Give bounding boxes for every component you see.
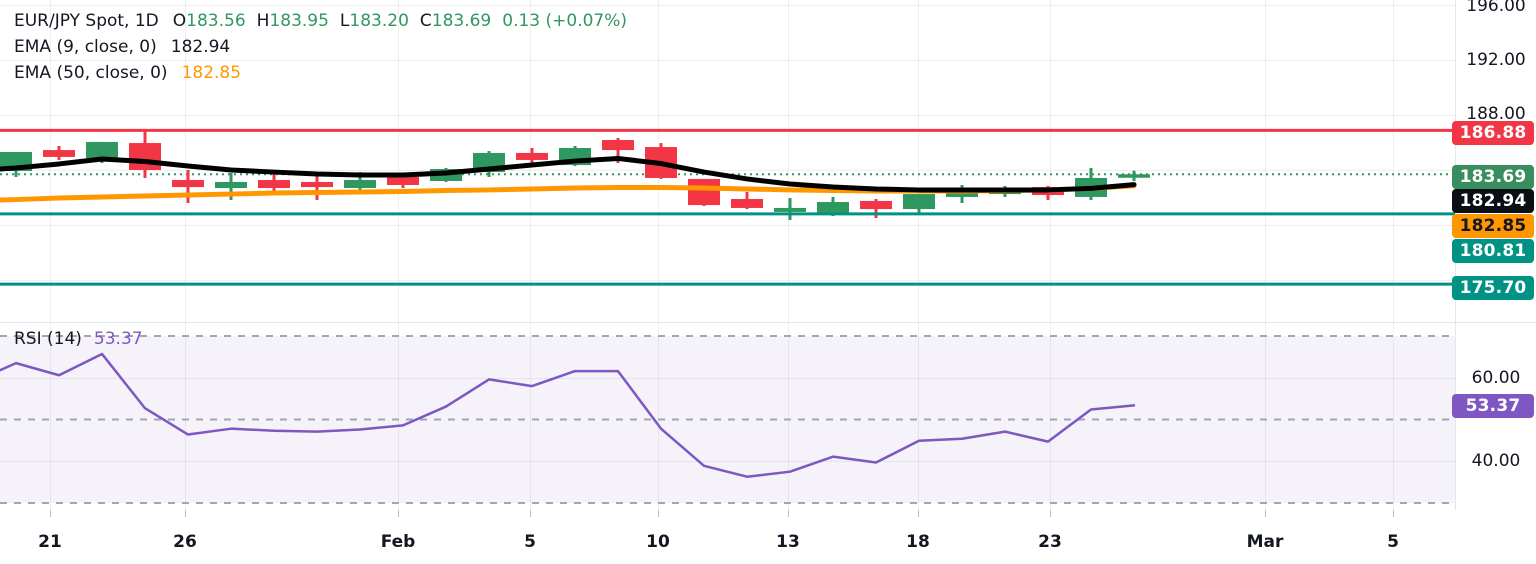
- price-badge: 180.81: [1452, 239, 1534, 263]
- candle: [903, 194, 935, 214]
- candle: [129, 129, 161, 178]
- chart-canvas[interactable]: [0, 0, 1455, 510]
- axis-price-label: 192.00: [1466, 50, 1526, 70]
- time-label: 5: [524, 532, 536, 552]
- time-tick-mark: [788, 510, 789, 517]
- rsi-dashed-levels: [0, 335, 1455, 504]
- rsi-indicator-value: 53.37: [93, 329, 143, 349]
- time-tick-mark: [185, 510, 186, 517]
- time-tick-mark: [1265, 510, 1266, 517]
- time-label: 5: [1387, 532, 1399, 552]
- candle: [774, 198, 806, 221]
- ohlc-pair: H183.95: [256, 11, 329, 31]
- axis-price-label: 60.00: [1471, 368, 1521, 388]
- indicator-value: 182.94: [170, 37, 231, 57]
- time-tick-mark: [918, 510, 919, 517]
- ema9-line: [0, 155, 1137, 193]
- time-label: 21: [38, 532, 62, 552]
- time-label: 18: [906, 532, 930, 552]
- indicator-row-ema9[interactable]: EMA (9, close, 0) 182.94: [14, 34, 627, 60]
- candle: [301, 174, 333, 200]
- ohlc-values: O183.56 H183.95 L183.20 C183.69: [173, 8, 491, 34]
- ohlc-pair: C183.69: [419, 11, 492, 31]
- time-label: 10: [646, 532, 670, 552]
- price-badge: 182.94: [1452, 189, 1534, 213]
- time-tick-mark: [50, 510, 51, 517]
- pane-separator[interactable]: [0, 322, 1536, 323]
- indicator-name: EMA (9, close, 0): [14, 37, 157, 57]
- price-badge: 186.88: [1452, 121, 1534, 145]
- axis-price-label: 40.00: [1471, 451, 1521, 471]
- price-axis[interactable]: 196.00 192.00 188.00 60.00 40.00 186.88 183.69…: [1452, 0, 1536, 564]
- indicator-row-ema50[interactable]: EMA (50, close, 0) 182.85: [14, 60, 627, 86]
- time-tick-mark: [658, 510, 659, 517]
- candle: [1075, 167, 1107, 200]
- rsi-line: [0, 352, 1136, 478]
- symbol-row[interactable]: EUR/JPY Spot, 1D O183.56 H183.95 L183.20 C1…: [14, 8, 627, 34]
- time-tick-mark: [1393, 510, 1394, 517]
- axis-price-label: 188.00: [1466, 104, 1526, 124]
- rsi-indicator-name: RSI (14): [14, 329, 82, 349]
- ohlc-pair: L183.20: [339, 11, 409, 31]
- chart-svg[interactable]: [0, 0, 1455, 510]
- grid: [0, 0, 1455, 510]
- candle: [43, 145, 75, 160]
- symbol-title[interactable]: EUR/JPY Spot, 1D: [14, 11, 159, 31]
- time-tick-mark: [1050, 510, 1051, 517]
- time-label: 13: [776, 532, 800, 552]
- candle: [473, 151, 505, 178]
- candle: [731, 192, 763, 210]
- price-badge: 183.69: [1452, 165, 1534, 189]
- time-tick-mark: [398, 510, 399, 517]
- time-label: 23: [1038, 532, 1062, 552]
- indicator-name: EMA (50, close, 0): [14, 63, 168, 83]
- candle: [688, 178, 720, 207]
- rsi-legend-row[interactable]: RSI (14) 53.37: [14, 329, 143, 349]
- time-label: Feb: [380, 532, 416, 552]
- time-axis[interactable]: 21 26 Feb 5 10 13 18 23 Mar 5: [0, 510, 1536, 564]
- indicator-value: 182.85: [181, 63, 242, 83]
- price-badge: 175.70: [1452, 276, 1534, 300]
- candles: [0, 129, 1150, 221]
- time-label: Mar: [1246, 532, 1284, 552]
- ohlc-pair: O183.56: [172, 11, 246, 31]
- price-badge: 53.37: [1452, 394, 1534, 418]
- candle: [516, 148, 548, 166]
- legend: EUR/JPY Spot, 1D O183.56 H183.95 L183.20 C1…: [14, 8, 627, 86]
- time-label: 26: [173, 532, 197, 552]
- candle: [1118, 170, 1150, 181]
- axis-price-label: 196.00: [1466, 0, 1526, 16]
- price-badge: 182.85: [1452, 214, 1534, 238]
- time-tick-mark: [530, 510, 531, 517]
- change-value: 0.13 (+0.07%): [502, 11, 628, 31]
